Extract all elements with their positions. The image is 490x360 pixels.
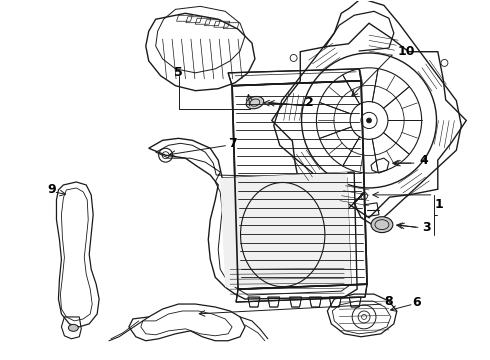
- Text: 1: 1: [434, 198, 443, 211]
- Text: 4: 4: [419, 154, 428, 167]
- Ellipse shape: [371, 217, 393, 233]
- Circle shape: [367, 118, 371, 123]
- Text: 3: 3: [422, 221, 431, 234]
- Polygon shape: [220, 172, 351, 287]
- Text: 9: 9: [47, 184, 56, 197]
- Text: 8: 8: [385, 294, 393, 307]
- Text: 10: 10: [398, 45, 416, 58]
- Text: 2: 2: [305, 96, 314, 109]
- Ellipse shape: [69, 324, 78, 331]
- Text: 7: 7: [228, 137, 237, 150]
- Text: 6: 6: [413, 296, 421, 309]
- Ellipse shape: [246, 96, 264, 109]
- Text: 5: 5: [174, 66, 183, 79]
